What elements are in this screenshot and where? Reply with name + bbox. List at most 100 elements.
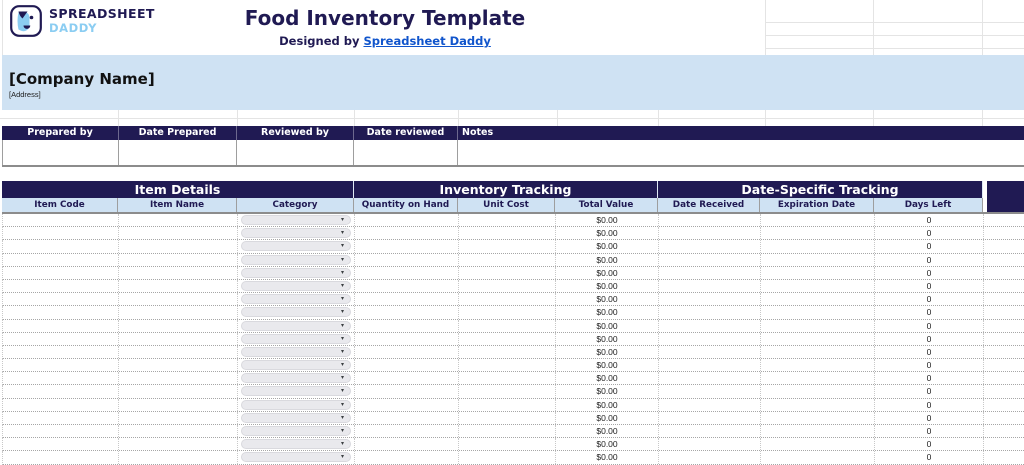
cell-unit-cost[interactable] <box>459 306 556 319</box>
cell-days-left[interactable]: 0 <box>875 253 984 266</box>
cell-unit-cost[interactable] <box>459 398 556 411</box>
cell-expiration-date[interactable] <box>761 227 875 240</box>
cell-expiration-date[interactable] <box>761 332 875 345</box>
cell-days-left[interactable]: 0 <box>875 332 984 345</box>
cell-quantity-on-hand[interactable] <box>355 332 459 345</box>
cell-quantity-on-hand[interactable] <box>355 385 459 398</box>
cell-expiration-date[interactable] <box>761 425 875 438</box>
cell-total-value[interactable]: $0.00 <box>556 214 659 227</box>
cell-date-received[interactable] <box>659 253 761 266</box>
cell-unit-cost[interactable] <box>459 253 556 266</box>
cell-total-value[interactable]: $0.00 <box>556 359 659 372</box>
cell-days-left[interactable]: 0 <box>875 227 984 240</box>
cell-item-code[interactable] <box>3 266 119 279</box>
cell-quantity-on-hand[interactable] <box>355 214 459 227</box>
cell-days-left[interactable]: 0 <box>875 293 984 306</box>
cell-category[interactable]: ▾ <box>238 385 355 398</box>
cell-unit-cost[interactable] <box>459 451 556 464</box>
cell-quantity-on-hand[interactable] <box>355 240 459 253</box>
cell-item-code[interactable] <box>3 345 119 359</box>
category-dropdown[interactable]: ▾ <box>241 373 351 384</box>
cell-item-name[interactable] <box>119 438 238 451</box>
cell-category[interactable]: ▾ <box>238 279 355 293</box>
category-dropdown[interactable]: ▾ <box>241 228 351 239</box>
cell-expiration-date[interactable] <box>761 398 875 411</box>
cell-item-name[interactable] <box>119 411 238 424</box>
category-dropdown[interactable]: ▾ <box>241 360 351 371</box>
cell-days-left[interactable]: 0 <box>875 266 984 279</box>
category-dropdown[interactable]: ▾ <box>241 439 351 450</box>
cell-date-received[interactable] <box>659 214 761 227</box>
cell-total-value[interactable]: $0.00 <box>556 411 659 424</box>
cell-item-code[interactable] <box>3 319 119 332</box>
cell-days-left[interactable]: 0 <box>875 279 984 293</box>
cell-date-received[interactable] <box>659 332 761 345</box>
cell-quantity-on-hand[interactable] <box>355 293 459 306</box>
cell-quantity-on-hand[interactable] <box>355 253 459 266</box>
cell-expiration-date[interactable] <box>761 411 875 424</box>
cell-days-left[interactable]: 0 <box>875 385 984 398</box>
cell-quantity-on-hand[interactable] <box>355 306 459 319</box>
cell-item-name[interactable] <box>119 306 238 319</box>
cell-total-value[interactable]: $0.00 <box>556 266 659 279</box>
category-dropdown[interactable]: ▾ <box>241 294 351 305</box>
cell-days-left[interactable]: 0 <box>875 438 984 451</box>
cell-days-left[interactable]: 0 <box>875 214 984 227</box>
cell-date-received[interactable] <box>659 425 761 438</box>
meta-input-prepared-by[interactable] <box>2 140 119 165</box>
cell-date-received[interactable] <box>659 385 761 398</box>
cell-total-value[interactable]: $0.00 <box>556 253 659 266</box>
cell-quantity-on-hand[interactable] <box>355 398 459 411</box>
cell-total-value[interactable]: $0.00 <box>556 293 659 306</box>
cell-days-left[interactable]: 0 <box>875 425 984 438</box>
cell-item-code[interactable] <box>3 398 119 411</box>
cell-category[interactable]: ▾ <box>238 253 355 266</box>
cell-quantity-on-hand[interactable] <box>355 359 459 372</box>
cell-category[interactable]: ▾ <box>238 438 355 451</box>
cell-item-code[interactable] <box>3 214 119 227</box>
cell-unit-cost[interactable] <box>459 345 556 359</box>
cell-days-left[interactable]: 0 <box>875 240 984 253</box>
category-dropdown[interactable]: ▾ <box>241 241 351 252</box>
company-address[interactable]: [Address] <box>9 90 41 99</box>
cell-unit-cost[interactable] <box>459 438 556 451</box>
cell-category[interactable]: ▾ <box>238 293 355 306</box>
cell-expiration-date[interactable] <box>761 319 875 332</box>
cell-expiration-date[interactable] <box>761 451 875 464</box>
category-dropdown[interactable]: ▾ <box>241 267 351 278</box>
company-name[interactable]: [Company Name] <box>9 70 155 88</box>
cell-unit-cost[interactable] <box>459 214 556 227</box>
cell-category[interactable]: ▾ <box>238 332 355 345</box>
cell-item-name[interactable] <box>119 451 238 464</box>
cell-item-name[interactable] <box>119 240 238 253</box>
cell-days-left[interactable]: 0 <box>875 345 984 359</box>
cell-date-received[interactable] <box>659 411 761 424</box>
cell-quantity-on-hand[interactable] <box>355 411 459 424</box>
meta-input-notes[interactable] <box>458 140 1024 165</box>
cell-item-name[interactable] <box>119 293 238 306</box>
cell-category[interactable]: ▾ <box>238 266 355 279</box>
cell-category[interactable]: ▾ <box>238 425 355 438</box>
cell-expiration-date[interactable] <box>761 306 875 319</box>
cell-total-value[interactable]: $0.00 <box>556 385 659 398</box>
cell-item-code[interactable] <box>3 438 119 451</box>
category-dropdown[interactable]: ▾ <box>241 426 351 436</box>
cell-date-received[interactable] <box>659 293 761 306</box>
cell-days-left[interactable]: 0 <box>875 451 984 464</box>
category-dropdown[interactable]: ▾ <box>241 452 351 463</box>
cell-total-value[interactable]: $0.00 <box>556 451 659 464</box>
category-dropdown[interactable]: ▾ <box>241 254 351 265</box>
cell-category[interactable]: ▾ <box>238 451 355 464</box>
cell-days-left[interactable]: 0 <box>875 359 984 372</box>
cell-item-name[interactable] <box>119 359 238 372</box>
cell-unit-cost[interactable] <box>459 293 556 306</box>
cell-quantity-on-hand[interactable] <box>355 425 459 438</box>
cell-date-received[interactable] <box>659 279 761 293</box>
category-dropdown[interactable]: ▾ <box>241 412 351 423</box>
cell-unit-cost[interactable] <box>459 372 556 385</box>
cell-item-name[interactable] <box>119 332 238 345</box>
cell-expiration-date[interactable] <box>761 385 875 398</box>
cell-unit-cost[interactable] <box>459 332 556 345</box>
cell-unit-cost[interactable] <box>459 359 556 372</box>
cell-days-left[interactable]: 0 <box>875 319 984 332</box>
